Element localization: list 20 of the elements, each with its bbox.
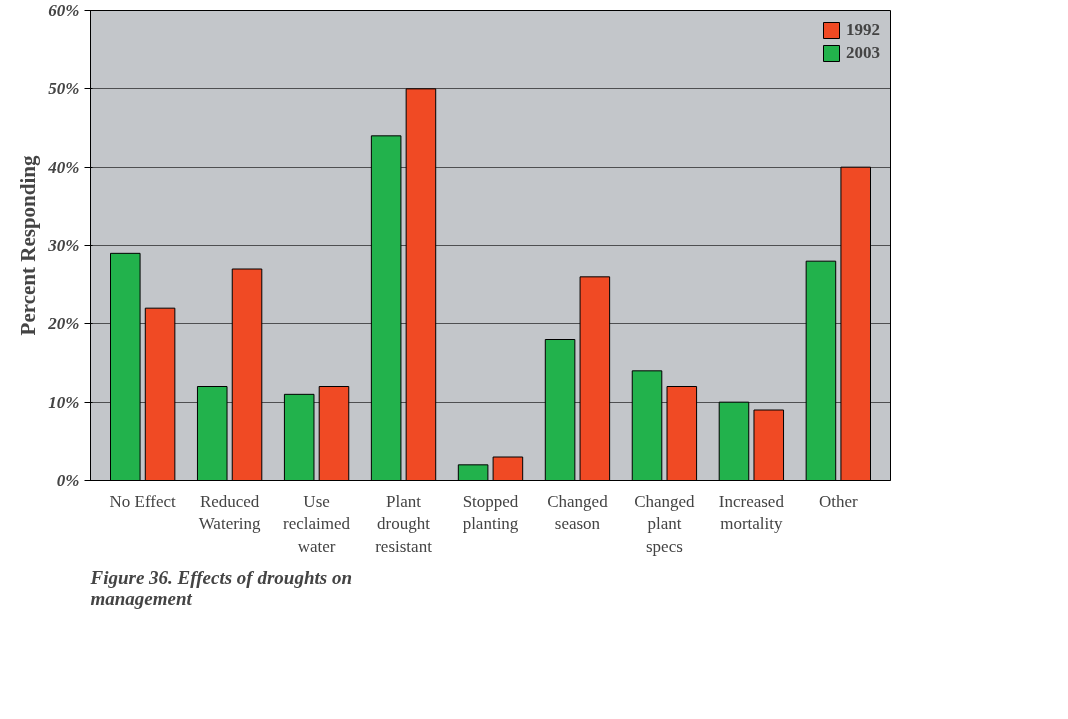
x-tick-label: Use reclaimed water [283, 491, 351, 557]
x-tick-label: No Effect [109, 491, 177, 511]
y-tick-label: 0% [56, 471, 80, 490]
x-tick-label: Changed plant specs [634, 491, 696, 557]
y-tick-label: 50% [48, 79, 80, 99]
x-tick-label: Reduced Watering [198, 491, 262, 534]
x-tick-label: Increased mortality [718, 491, 785, 534]
y-tick-label: 10% [48, 392, 80, 412]
y-tick-label: 30% [47, 236, 80, 255]
x-tick-label: Stopped planting [462, 491, 519, 534]
legend-label: 1992 [846, 20, 880, 40]
y-tick-label: 20% [47, 314, 80, 334]
x-tick-label: Plant drought resistant [375, 491, 433, 557]
x-tick-label: Other [818, 491, 859, 511]
y-tick-label: 40% [47, 157, 80, 177]
y-axis-title: Percent Responding [16, 155, 41, 336]
x-tick-label: Changed season [547, 491, 609, 534]
caption: Figure 36. Effects of droughts on management [89, 566, 352, 609]
legend-label: 2003 [846, 43, 880, 63]
y-tick-label: 60% [48, 1, 80, 20]
